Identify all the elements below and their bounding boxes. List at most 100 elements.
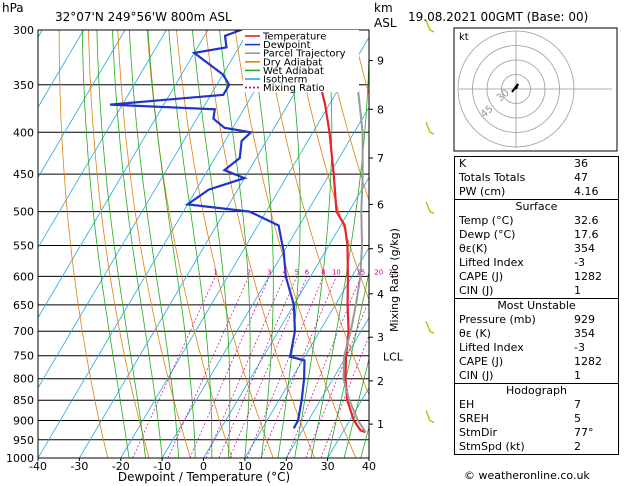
mixing-ratio-label-10: 10 xyxy=(332,268,341,276)
x-axis-label: Dewpoint / Temperature (°C) xyxy=(118,470,290,484)
temp-tick-40: 40 xyxy=(362,460,376,473)
mixing-ratio-label-20: 20 xyxy=(374,268,383,276)
surface-row: θε(K) 354 xyxy=(455,242,618,256)
pw-value: 4.16 xyxy=(574,185,599,198)
surface-value: 17.6 xyxy=(574,228,599,241)
wet-adiabat-2 xyxy=(168,30,213,458)
surface-row: Temp (°C) 32.6 xyxy=(455,214,618,228)
most-unstable-row: CIN (J) 1 xyxy=(455,369,618,383)
dry-adiabat-320 xyxy=(264,30,369,396)
surface-label: Dewp (°C) xyxy=(459,228,516,241)
mixing-ratio-line-10 xyxy=(260,276,337,458)
surface-value: 354 xyxy=(574,242,595,255)
surface-value: 1 xyxy=(574,284,581,297)
pressure-tick-600: 600 xyxy=(13,270,34,283)
most-unstable-value: 1282 xyxy=(574,355,602,368)
pressure-tick-850: 850 xyxy=(13,394,34,407)
surface-value: 32.6 xyxy=(574,214,599,227)
temp-tick--40: -40 xyxy=(29,460,47,473)
dry-adiabat-340 xyxy=(322,30,369,202)
isotherm--110 xyxy=(0,30,1,458)
height-unit-bottom: ASL xyxy=(374,16,397,30)
surface-label: Lifted Index xyxy=(459,256,524,269)
isotherm-0 xyxy=(203,176,369,458)
wet-adiabat--2 xyxy=(147,30,196,458)
hodograph-rows: EH 7 SREH 5 StmDir 77° StmSpd (kt) 2 xyxy=(455,398,618,454)
surface-value: 1282 xyxy=(574,270,602,283)
wind-barb-700 xyxy=(425,320,435,334)
hodograph-stat-value: 5 xyxy=(574,412,581,425)
hodograph-stat-value: 7 xyxy=(574,398,581,411)
km-tick-7: 7 xyxy=(377,152,384,165)
mixing-ratio-label-8: 8 xyxy=(321,268,325,276)
plot-frame xyxy=(37,29,370,459)
wet-adiabat--18 xyxy=(81,30,130,458)
mixing-ratio-axis-label: Mixing Ratio (g/kg) xyxy=(388,228,401,332)
k-index-label: K xyxy=(459,157,467,170)
surface-value: -3 xyxy=(574,256,585,269)
legend-label-dewpoint: Dewpoint xyxy=(263,40,311,51)
mixing-ratio-line-6 xyxy=(229,276,308,458)
most-unstable-row: θε (K) 354 xyxy=(455,327,618,341)
wind-barb-400 xyxy=(425,122,435,135)
surface-row: Lifted Index -3 xyxy=(455,256,618,270)
hodograph-stat-value: 2 xyxy=(574,440,581,453)
pressure-tick-450: 450 xyxy=(13,168,34,181)
pressure-tick-650: 650 xyxy=(13,299,34,312)
legend-label-dry-adiabat: Dry Adiabat xyxy=(263,57,322,68)
pressure-tick-750: 750 xyxy=(13,350,34,363)
wet-adiabat-30 xyxy=(327,270,369,458)
km-tick-3: 3 xyxy=(377,331,384,344)
legend-label-temperature: Temperature xyxy=(262,32,326,43)
isotherm--80 xyxy=(38,30,126,179)
temp-tick--20: -20 xyxy=(112,460,130,473)
hodograph: kt 30 45 xyxy=(453,27,618,152)
mixing-ratio-label-15: 15 xyxy=(356,268,365,276)
mixing-ratio-label-25: 25 xyxy=(388,268,397,276)
hodograph-rings xyxy=(457,30,612,148)
series-dewpoint xyxy=(109,30,306,429)
k-index-row: K 36 xyxy=(455,157,618,171)
wet-adiabat--10 xyxy=(112,30,163,458)
surface-label: CAPE (J) xyxy=(459,270,504,283)
isotherm--10 xyxy=(161,106,369,458)
hodograph-stat-label: StmSpd (kt) xyxy=(459,440,525,453)
temp-tick--10: -10 xyxy=(153,460,171,473)
legend-background xyxy=(243,30,359,92)
surface-row: CIN (J) 1 xyxy=(455,284,618,298)
pressure-tick-400: 400 xyxy=(13,126,34,139)
pressure-tick-550: 550 xyxy=(13,240,34,253)
legend-label-parcel-trajectory: Parcel Trajectory xyxy=(263,49,346,60)
temp-tick-0: 0 xyxy=(200,460,207,473)
isotherm-10 xyxy=(244,246,369,458)
wet-adiabat--6 xyxy=(129,30,180,458)
isotherm--70 xyxy=(38,30,167,249)
totals-totals-value: 47 xyxy=(574,171,588,184)
mixing-ratio-label-5: 5 xyxy=(295,268,299,276)
temp-tick-10: 10 xyxy=(238,460,252,473)
mixing-ratio-label-3: 3 xyxy=(267,268,271,276)
temp-tick-20: 20 xyxy=(279,460,293,473)
km-tick-9: 9 xyxy=(377,55,384,68)
isotherm--60 xyxy=(38,30,209,319)
datetime-label: 19.08.2021 00GMT (Base: 00) xyxy=(408,10,588,24)
isotherm--30 xyxy=(79,30,333,458)
wet-adiabat-18 xyxy=(277,30,301,458)
hodograph-stat-label: EH xyxy=(459,398,475,411)
k-index-value: 36 xyxy=(574,157,588,170)
location-label: 32°07'N 249°56'W 800m ASL xyxy=(55,10,232,24)
most-unstable-rows: Pressure (mb) 929 θε (K) 354 Lifted Index -3 C… xyxy=(455,313,618,383)
height-unit-top: km xyxy=(374,1,393,15)
isotherm--90 xyxy=(38,30,84,109)
km-tick-5: 5 xyxy=(377,243,384,256)
mixing-ratio-label-2: 2 xyxy=(247,268,251,276)
hodograph-trace xyxy=(511,83,519,93)
hodograph-stat-label: SREH xyxy=(459,412,489,425)
pressure-tick-800: 800 xyxy=(13,373,34,386)
pressure-tick-900: 900 xyxy=(13,415,34,428)
most-unstable-label: Pressure (mb) xyxy=(459,313,536,326)
most-unstable-value: -3 xyxy=(574,341,585,354)
most-unstable-label: CAPE (J) xyxy=(459,355,504,368)
surface-label: Temp (°C) xyxy=(459,214,514,227)
legend-label-isotherm: Isotherm xyxy=(263,75,307,86)
